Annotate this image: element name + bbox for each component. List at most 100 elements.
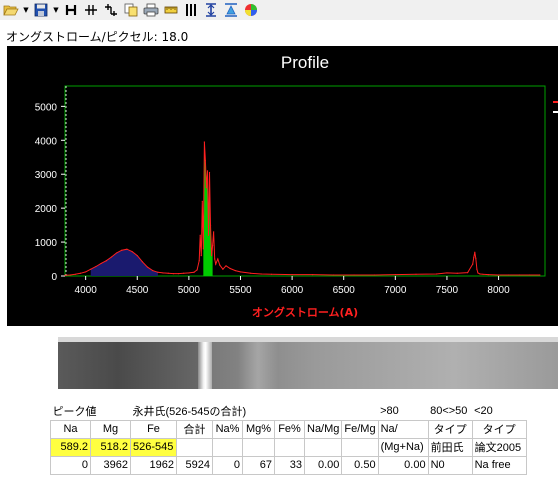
- results-table: ピーク値 永井氏(526-545の合計) >80 80<>50 <20 Na M…: [50, 402, 527, 475]
- nagai-heading: 永井氏(526-545の合計): [130, 402, 342, 421]
- data-point: [105, 260, 107, 262]
- data-point: [213, 231, 215, 233]
- data-point: [475, 257, 477, 259]
- value-na-ratio-cell: 0.00: [377, 455, 429, 475]
- y-tick-label: 5000: [35, 102, 58, 113]
- data-point: [131, 250, 133, 253]
- value-na-pct-cell: 0: [212, 455, 243, 475]
- data-point: [477, 272, 479, 274]
- col-fe: Fe: [130, 419, 177, 439]
- data-point: [205, 187, 208, 189]
- data-point: [198, 260, 200, 262]
- data-point: [229, 267, 231, 270]
- col-total: 合計: [176, 419, 213, 439]
- flip-icon[interactable]: [222, 1, 240, 19]
- open-folder-icon[interactable]: [2, 1, 20, 19]
- save-icon[interactable]: [32, 1, 50, 19]
- bars-icon[interactable]: [182, 1, 200, 19]
- data-point: [508, 274, 510, 276]
- x-tick-label: 6500: [333, 285, 356, 296]
- dropdown-arrow-icon[interactable]: ▼: [23, 6, 29, 14]
- empty-cell: [212, 437, 243, 457]
- lt20-heading: <20: [472, 402, 527, 421]
- data-point: [215, 263, 217, 265]
- data-point: [436, 273, 438, 275]
- data-point: [446, 272, 448, 274]
- data-point: [90, 268, 92, 270]
- data-point: [222, 268, 224, 270]
- data-point: [225, 265, 227, 267]
- fill-region-left: [90, 249, 158, 276]
- data-point: [79, 272, 82, 274]
- data-point: [74, 273, 76, 275]
- x-tick-label: 5000: [178, 285, 201, 296]
- data-point: [110, 256, 113, 258]
- profile-chart-svg: Profile 0 1000 2000 3000 4000 5000 4000 4500 5000…: [35, 53, 558, 319]
- data-point: [332, 274, 334, 276]
- empty-cell: [341, 437, 379, 457]
- data-point: [239, 271, 242, 273]
- y-tick-label: 3000: [35, 170, 58, 181]
- x-tick-label: 4000: [75, 285, 98, 296]
- h-icon[interactable]: [62, 1, 80, 19]
- data-point: [167, 272, 169, 274]
- value-fe-cell: 1962: [130, 455, 177, 475]
- data-point: [472, 263, 474, 265]
- value-mg-pct-cell: 67: [242, 455, 275, 475]
- data-point: [260, 273, 262, 275]
- data-point: [203, 141, 205, 143]
- data-point: [474, 251, 476, 253]
- value-na-cell: 0: [50, 455, 91, 475]
- peak-na-cell: 589.2: [50, 437, 91, 457]
- ruler-icon[interactable]: [162, 1, 180, 19]
- copy-icon[interactable]: [122, 1, 140, 19]
- empty-cell: [176, 437, 213, 457]
- print-icon[interactable]: [142, 1, 160, 19]
- color-wheel-icon[interactable]: [242, 1, 260, 19]
- value-type2-cell: Na free: [471, 455, 527, 475]
- align-icon[interactable]: [202, 1, 220, 19]
- data-point: [456, 272, 458, 274]
- data-point: [136, 255, 138, 257]
- data-point: [219, 264, 221, 266]
- col-mg: Mg: [90, 419, 131, 439]
- peak-fe-cell: 526-545: [130, 437, 177, 457]
- plot-frame: [64, 85, 546, 277]
- data-point: [518, 274, 520, 276]
- data-point: [466, 272, 469, 274]
- y-tick-label: 0: [51, 272, 57, 283]
- data-point: [201, 200, 203, 202]
- dropdown-arrow-icon[interactable]: ▼: [53, 6, 59, 14]
- data-point: [374, 274, 376, 276]
- results-table-area: ピーク値 永井氏(526-545の合計) >80 80<>50 <20 Na M…: [0, 402, 558, 480]
- type2-label-cell: 論文2005: [471, 437, 527, 457]
- data-point: [141, 261, 144, 263]
- data-point: [207, 234, 210, 236]
- x-tick-label: 6000: [281, 285, 304, 296]
- data-point: [270, 273, 273, 275]
- peak-heading: ピーク値: [50, 402, 131, 421]
- data-point: [208, 171, 211, 174]
- y-tick-label: 1000: [35, 238, 58, 249]
- x-tick-label: 5500: [229, 285, 252, 296]
- merge-icon[interactable]: [102, 1, 120, 19]
- col-fe-mg: Fe/Mg: [341, 419, 379, 439]
- profile-series-line: [64, 141, 540, 276]
- empty-cell: [242, 437, 275, 457]
- chart-title: Profile: [281, 53, 329, 72]
- data-point: [415, 273, 417, 275]
- data-point: [146, 266, 149, 268]
- col-na-ratio: Na/: [377, 419, 429, 439]
- data-point: [202, 248, 204, 250]
- data-point: [157, 271, 159, 273]
- data-point: [539, 274, 541, 276]
- data-point: [193, 271, 195, 273]
- data-point: [64, 274, 66, 276]
- data-point: [95, 265, 97, 268]
- split-icon[interactable]: [82, 1, 100, 19]
- data-point: [85, 271, 87, 273]
- spectrum-image-strip: [58, 337, 558, 389]
- data-point: [353, 274, 355, 276]
- value-total-cell: 5924: [176, 455, 213, 475]
- data-point: [69, 274, 71, 276]
